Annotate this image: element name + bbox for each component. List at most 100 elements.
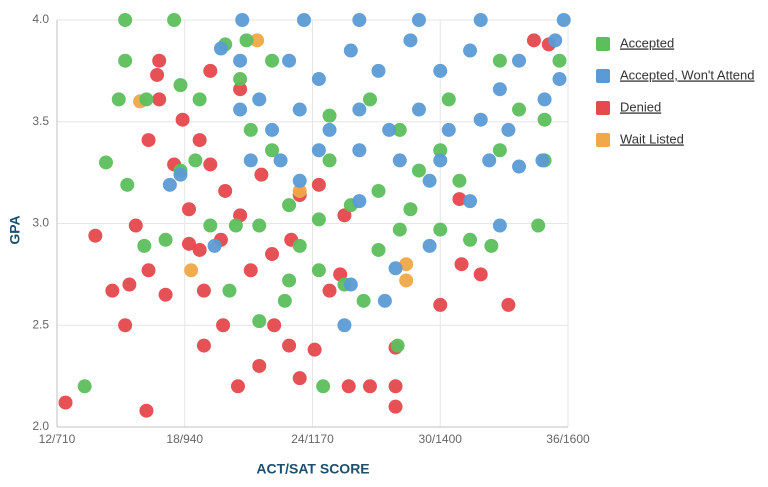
y-tick-label: 4.0 — [32, 12, 49, 26]
point — [196, 283, 211, 298]
point — [222, 283, 237, 298]
point — [512, 159, 527, 174]
point — [213, 41, 228, 56]
point — [292, 173, 307, 188]
point — [118, 53, 133, 68]
point — [216, 318, 231, 333]
point — [399, 273, 414, 288]
series — [162, 13, 571, 333]
point — [311, 263, 326, 278]
point — [252, 92, 267, 107]
point — [252, 314, 267, 329]
legend-swatch — [596, 101, 610, 115]
point — [388, 261, 403, 276]
point — [452, 192, 467, 207]
legend-label[interactable]: Accepted — [620, 35, 674, 50]
point — [433, 222, 448, 237]
point — [265, 53, 280, 68]
point — [192, 92, 207, 107]
point — [158, 232, 173, 247]
point — [392, 122, 407, 137]
point — [128, 218, 143, 233]
point — [265, 247, 280, 262]
point — [175, 112, 190, 127]
point — [162, 177, 177, 192]
point — [254, 167, 269, 182]
point — [343, 43, 358, 58]
legend-label[interactable]: Denied — [620, 99, 661, 114]
point — [371, 183, 386, 198]
point — [188, 153, 203, 168]
point — [484, 238, 499, 253]
point — [463, 194, 478, 209]
point — [273, 153, 288, 168]
legend-label[interactable]: Wait Listed — [620, 131, 684, 146]
point — [403, 202, 418, 217]
point — [501, 297, 516, 312]
point — [235, 13, 250, 27]
point — [292, 371, 307, 386]
point — [277, 293, 292, 308]
point — [492, 218, 507, 233]
point — [282, 198, 297, 213]
point — [77, 379, 92, 394]
point — [512, 102, 527, 117]
point — [537, 112, 552, 127]
point — [343, 277, 358, 292]
point — [390, 338, 405, 353]
point — [371, 242, 386, 257]
legend-swatch — [596, 133, 610, 147]
point — [388, 379, 403, 394]
point — [282, 273, 297, 288]
point — [182, 202, 197, 217]
point — [141, 133, 156, 148]
point — [352, 143, 367, 158]
point — [292, 102, 307, 117]
point — [265, 122, 280, 137]
point — [352, 194, 367, 209]
point — [243, 153, 258, 168]
point — [411, 102, 426, 117]
point — [111, 92, 126, 107]
point — [137, 238, 152, 253]
point — [482, 153, 497, 168]
point — [307, 342, 322, 357]
point — [352, 13, 367, 27]
point — [463, 232, 478, 247]
point — [371, 63, 386, 78]
legend-swatch — [596, 69, 610, 83]
point — [203, 63, 218, 78]
point — [362, 379, 377, 394]
point — [433, 153, 448, 168]
point — [218, 183, 233, 198]
point — [352, 102, 367, 117]
point — [311, 177, 326, 192]
legend-label[interactable]: Accepted, Won't Attend — [620, 67, 755, 82]
point — [531, 218, 546, 233]
point — [207, 238, 222, 253]
point — [292, 238, 307, 253]
y-tick-label: 3.5 — [32, 114, 49, 128]
point — [433, 63, 448, 78]
point — [322, 283, 337, 298]
x-tick-label: 18/940 — [166, 432, 203, 446]
point — [252, 358, 267, 373]
point — [441, 122, 456, 137]
y-tick-label: 3.0 — [32, 216, 49, 230]
point — [392, 222, 407, 237]
point — [552, 53, 567, 68]
point — [399, 257, 414, 272]
legend-swatch — [596, 37, 610, 51]
y-axis-title: GPA — [7, 215, 23, 244]
point — [152, 53, 167, 68]
point — [548, 33, 563, 48]
point — [233, 72, 248, 87]
point — [233, 53, 248, 68]
point — [192, 242, 207, 257]
series — [58, 33, 556, 418]
x-tick-label: 12/710 — [39, 432, 76, 446]
point — [537, 92, 552, 107]
point — [122, 277, 137, 292]
point — [98, 155, 113, 170]
point — [182, 236, 197, 251]
